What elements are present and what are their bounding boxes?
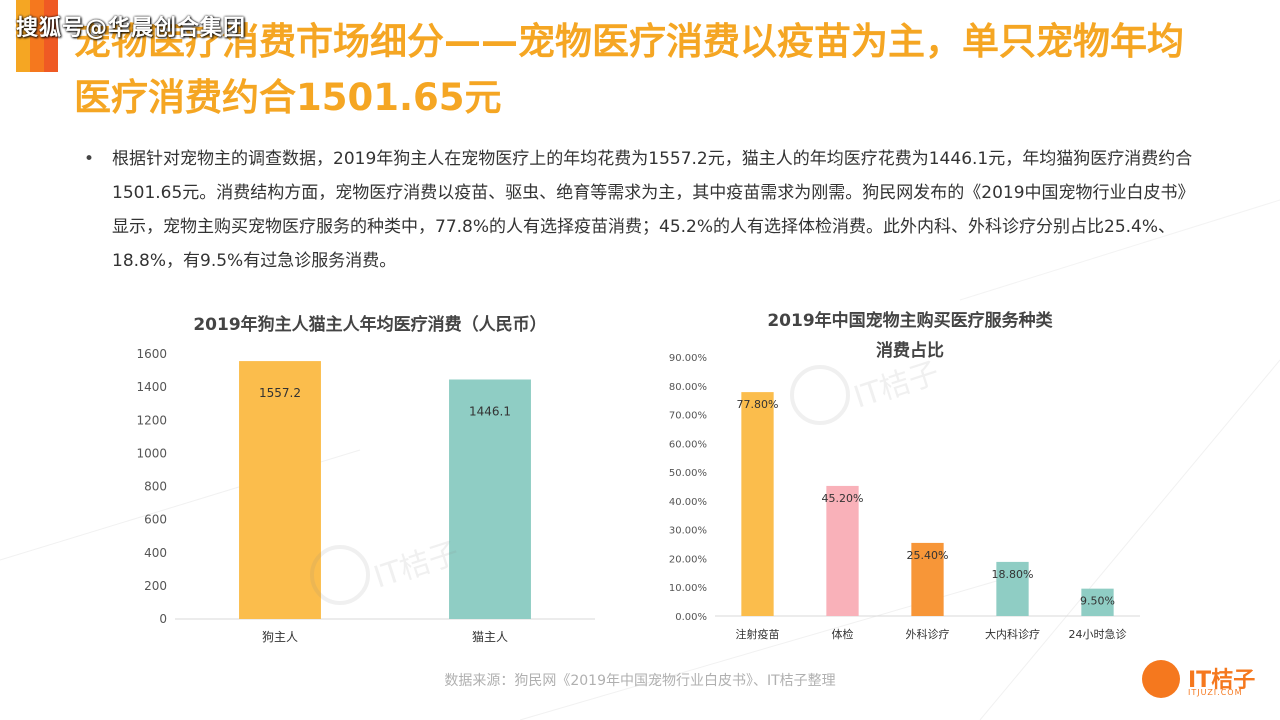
x-category-label: 狗主人 xyxy=(262,630,298,644)
x-category-label: 猫主人 xyxy=(472,630,508,644)
bar-2 xyxy=(449,379,531,619)
itjuzi-logo: IT桔子 ITJUZI.COM xyxy=(1142,660,1262,700)
logo-text: IT桔子 xyxy=(1188,668,1256,693)
title-line-1: 宠物医疗消费市场细分——宠物医疗消费以疫苗为主，单只宠物年均 xyxy=(74,20,1184,63)
y-tick-label: 400 xyxy=(144,546,167,560)
y-tick-label: 60.00% xyxy=(669,439,707,450)
watermark-logo-left: IT桔子 xyxy=(310,535,464,605)
bar-value-label: 9.50% xyxy=(1080,595,1115,608)
bullet-marker: • xyxy=(84,149,95,169)
chart-owner-spending: 0 200 400 600 800 1000 1200 1400 1600 1557.2 狗主人 14… xyxy=(136,347,595,644)
bar-value-label: 18.80% xyxy=(992,568,1034,581)
bar-3 xyxy=(911,542,944,616)
x-category-label: 外科诊疗 xyxy=(906,627,950,641)
page-title: 宠物医疗消费市场细分——宠物医疗消费以疫苗为主，单只宠物年均 医疗消费约合150… xyxy=(74,14,1234,126)
bar-1 xyxy=(741,392,774,616)
orange-logo-icon xyxy=(1142,660,1180,698)
watermark-text-right: IT桔子 xyxy=(850,355,944,415)
y-tick-label: 1600 xyxy=(136,347,167,361)
y-tick-label: 1200 xyxy=(136,413,167,427)
bar-4 xyxy=(996,561,1029,616)
title-accent-bar xyxy=(0,0,60,72)
bar-1 xyxy=(239,361,321,619)
y-tick-label: 200 xyxy=(144,579,167,593)
title-line-2: 医疗消费约合1501.65元 xyxy=(74,76,502,119)
x-category-label: 24小时急诊 xyxy=(1069,627,1127,641)
x-category-label: 体检 xyxy=(832,627,854,641)
chart1-title: 2019年狗主人猫主人年均医疗消费（人民币） xyxy=(193,315,547,335)
bar-2 xyxy=(826,485,859,616)
chart-service-share: 0.00% 10.00% 20.00% 30.00% 40.00% 50.00% 60.00… xyxy=(669,353,1140,641)
y-tick-label: 70.00% xyxy=(669,411,707,422)
bar-5 xyxy=(1081,588,1114,616)
sohu-watermark: 搜狐号@华晨创合集团 xyxy=(16,16,247,41)
y-tick-label: 80.00% xyxy=(669,382,707,393)
bar-value-label: 77.80% xyxy=(737,398,779,411)
y-tick-label: 800 xyxy=(144,480,167,494)
watermark-logo-right: IT桔子 xyxy=(790,355,944,425)
y-tick-label: 600 xyxy=(144,513,167,527)
chart2-title: 2019年中国宠物主购买医疗服务种类 消费占比 xyxy=(690,306,1130,366)
chart2-title-line-2: 消费占比 xyxy=(876,341,944,361)
y-tick-label: 1400 xyxy=(136,380,167,394)
x-category-label: 注射疫苗 xyxy=(736,627,780,641)
bar-value-label: 1557.2 xyxy=(259,386,301,400)
bar-value-label: 25.40% xyxy=(907,549,949,562)
y-tick-label: 20.00% xyxy=(669,554,707,565)
y-tick-label: 40.00% xyxy=(669,497,707,508)
y-tick-label: 10.00% xyxy=(669,583,707,594)
summary-paragraph: 根据针对宠物主的调查数据，2019年狗主人在宠物医疗上的年均花费为1557.2元… xyxy=(112,149,1195,271)
y-tick-label: 1000 xyxy=(136,446,167,460)
chart2-title-line-1: 2019年中国宠物主购买医疗服务种类 xyxy=(767,311,1053,331)
x-category-label: 大内科诊疗 xyxy=(985,627,1040,641)
logo-subtext: ITJUZI.COM xyxy=(1188,688,1243,697)
y-tick-label: 0 xyxy=(159,612,167,626)
bar-value-label: 1446.1 xyxy=(469,404,511,418)
y-tick-label: 50.00% xyxy=(669,468,707,479)
y-tick-label: 90.00% xyxy=(669,353,707,364)
data-source: 数据来源：狗民网《2019年中国宠物行业白皮书》、IT桔子整理 xyxy=(444,673,836,689)
watermark-text-left: IT桔子 xyxy=(370,535,464,595)
y-tick-label: 0.00% xyxy=(675,612,707,623)
y-tick-label: 30.00% xyxy=(669,526,707,537)
bar-value-label: 45.20% xyxy=(822,492,864,505)
